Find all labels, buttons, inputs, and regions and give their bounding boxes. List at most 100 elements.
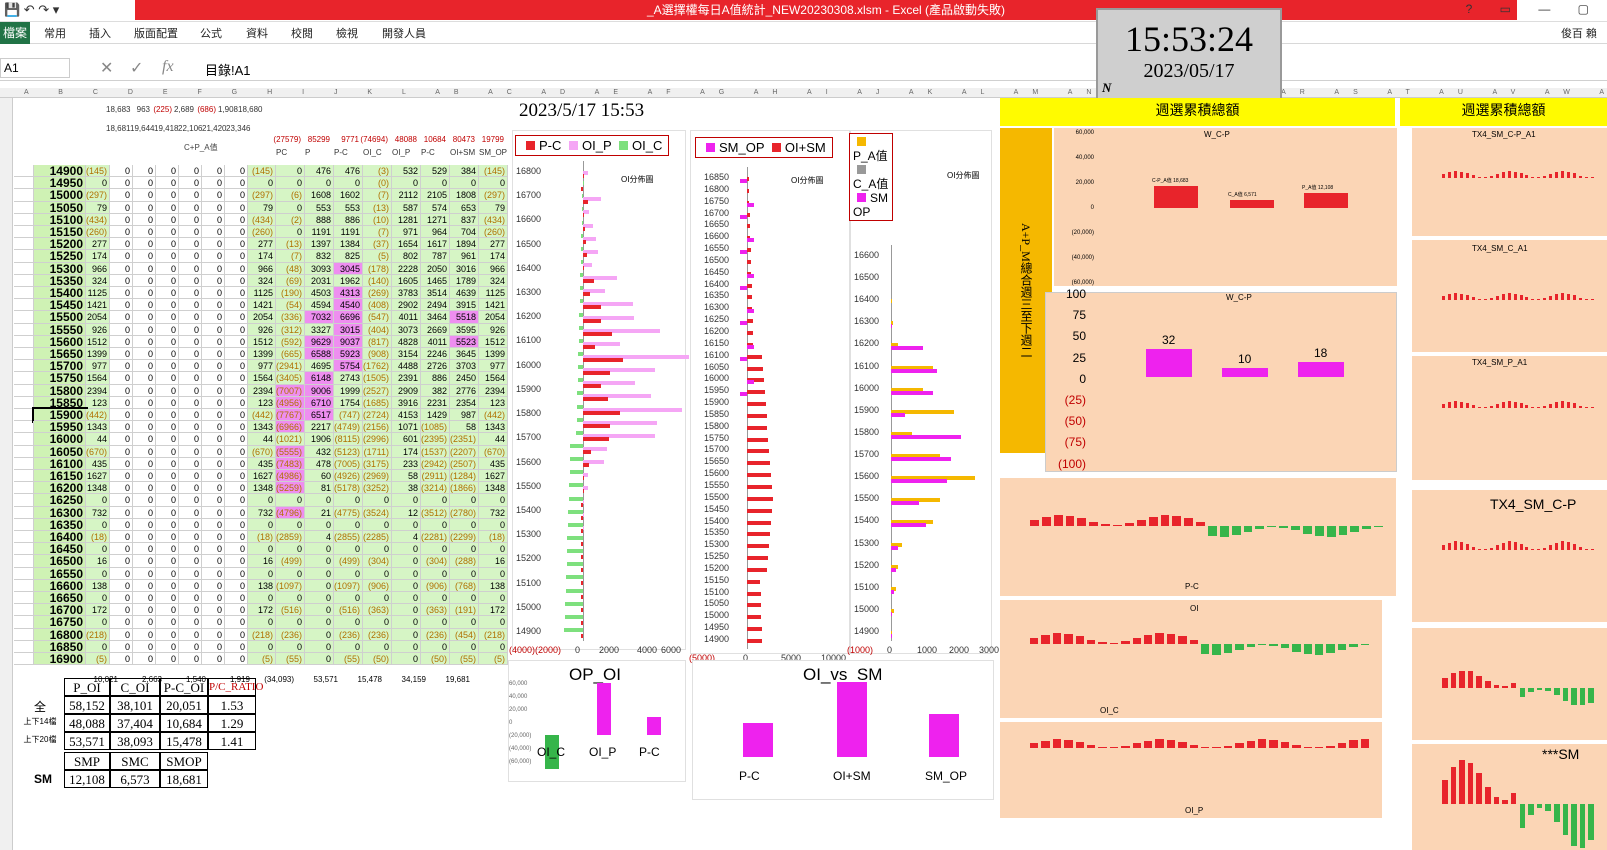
oi-cell[interactable]: 0	[421, 616, 450, 629]
oi-cell[interactable]: 1627	[479, 470, 508, 483]
oi-cell[interactable]: (5)	[363, 250, 392, 263]
cell-zero[interactable]: 0	[225, 396, 248, 409]
a-value[interactable]: (297)	[86, 189, 110, 202]
cell-zero[interactable]: 0	[110, 543, 133, 556]
oi-cell[interactable]: 732	[479, 506, 508, 519]
a-value[interactable]: 1125	[86, 287, 110, 300]
strike-price[interactable]: 16400	[34, 531, 86, 544]
oi-cell[interactable]: 532	[392, 165, 421, 178]
oi-cell[interactable]: 0	[276, 177, 305, 190]
oi-cell[interactable]: (336)	[276, 311, 305, 324]
a-value-total[interactable]: (297)	[248, 189, 276, 202]
oi-cell[interactable]: 384	[450, 165, 479, 178]
cell-zero[interactable]: 0	[202, 274, 225, 287]
oi-cell[interactable]: (55)	[334, 653, 363, 666]
oi-cell[interactable]: (10)	[363, 213, 392, 226]
oi-cell[interactable]: 0	[392, 543, 421, 556]
oi-cell[interactable]: 0	[392, 518, 421, 531]
oi-cell[interactable]: (3214)	[421, 482, 450, 495]
oi-cell[interactable]: (516)	[334, 604, 363, 617]
oi-cell[interactable]: 435	[479, 457, 508, 470]
cell-zero[interactable]: 0	[179, 396, 202, 409]
oi-cell[interactable]: 3703	[450, 360, 479, 373]
oi-cell[interactable]: 1348	[479, 482, 508, 495]
cell-zero[interactable]: 0	[225, 189, 248, 202]
oi-cell[interactable]: 0	[276, 640, 305, 653]
cell-zero[interactable]: 0	[110, 518, 133, 531]
strike-price[interactable]: 15850	[34, 396, 86, 409]
oi-cell[interactable]: 0	[479, 640, 508, 653]
oi-cell[interactable]: 704	[450, 226, 479, 239]
oi-cell[interactable]: 0	[305, 518, 334, 531]
oi-cell[interactable]: 0	[392, 628, 421, 641]
cell-zero[interactable]: 0	[156, 177, 179, 190]
cell-zero[interactable]: 0	[225, 311, 248, 324]
oi-cell[interactable]: (55)	[276, 653, 305, 666]
cell-zero[interactable]: 0	[179, 555, 202, 568]
mini-chart-oi[interactable]: OI OI_C	[1000, 600, 1382, 718]
a-value-total[interactable]: 324	[248, 274, 276, 287]
row-index-cell[interactable]	[14, 640, 34, 653]
cell-zero[interactable]: 0	[225, 616, 248, 629]
cell-zero[interactable]: 0	[179, 653, 202, 666]
cell-zero[interactable]: 0	[156, 189, 179, 202]
cell-zero[interactable]: 0	[156, 299, 179, 312]
cell-zero[interactable]: 0	[133, 653, 156, 666]
strike-price[interactable]: 16150	[34, 470, 86, 483]
a-value[interactable]: 0	[86, 616, 110, 629]
cell-zero[interactable]: 0	[156, 213, 179, 226]
cell-zero[interactable]: 0	[156, 323, 179, 336]
cell-zero[interactable]: 0	[225, 470, 248, 483]
mini-chart-oip[interactable]: OI_P	[1000, 722, 1382, 818]
oi-cell[interactable]: (55)	[450, 653, 479, 666]
cell-zero[interactable]: 0	[133, 287, 156, 300]
a-value[interactable]: 2394	[86, 384, 110, 397]
oi-cell[interactable]: (304)	[421, 555, 450, 568]
oi-cell[interactable]: 0	[421, 640, 450, 653]
cell-zero[interactable]: 0	[202, 262, 225, 275]
cell-zero[interactable]: 0	[133, 201, 156, 214]
cell-zero[interactable]: 0	[156, 518, 179, 531]
cell-zero[interactable]: 0	[110, 274, 133, 287]
cell-zero[interactable]: 0	[110, 177, 133, 190]
cell-zero[interactable]: 0	[110, 299, 133, 312]
oi-cell[interactable]: (288)	[450, 555, 479, 568]
cell-zero[interactable]: 0	[202, 323, 225, 336]
oi-cell[interactable]: (297)	[479, 189, 508, 202]
oi-cell[interactable]: 6517	[305, 409, 334, 422]
cell-zero[interactable]: 0	[133, 409, 156, 422]
strike-price[interactable]: 16600	[34, 579, 86, 592]
cell-zero[interactable]: 0	[179, 311, 202, 324]
oi-cell[interactable]: 382	[421, 384, 450, 397]
oi-cell[interactable]: 4011	[421, 335, 450, 348]
oi-cell[interactable]: 1564	[479, 372, 508, 385]
row-index-cell[interactable]	[14, 421, 34, 434]
oi-cell[interactable]: 4	[305, 531, 334, 544]
oi-cell[interactable]: 0	[363, 592, 392, 605]
table-cell[interactable]: 48,088	[64, 714, 110, 732]
row-index-cell[interactable]	[14, 409, 34, 422]
a-value-total[interactable]: 172	[248, 604, 276, 617]
cell-zero[interactable]: 0	[133, 226, 156, 239]
cell-zero[interactable]: 0	[133, 335, 156, 348]
cell-zero[interactable]: 0	[110, 311, 133, 324]
oi-cell[interactable]: 0	[392, 579, 421, 592]
cell-zero[interactable]: 0	[110, 506, 133, 519]
a-value[interactable]: 0	[86, 543, 110, 556]
cell-zero[interactable]: 0	[225, 201, 248, 214]
cell-zero[interactable]: 0	[202, 628, 225, 641]
oi-cell[interactable]: 0	[450, 640, 479, 653]
cell-zero[interactable]: 0	[133, 323, 156, 336]
oi-cell[interactable]: (2941)	[276, 360, 305, 373]
cell-zero[interactable]: 0	[225, 323, 248, 336]
oi-cell[interactable]: 553	[334, 201, 363, 214]
cell-zero[interactable]: 0	[110, 653, 133, 666]
row-index-cell[interactable]	[14, 457, 34, 470]
oi-cell[interactable]: 587	[392, 201, 421, 214]
oi-cell[interactable]: 961	[450, 250, 479, 263]
a-value-total[interactable]: 174	[248, 250, 276, 263]
oi-cell[interactable]: 6696	[334, 311, 363, 324]
cell-zero[interactable]: 0	[133, 421, 156, 434]
oi-cell[interactable]: 2909	[392, 384, 421, 397]
tab-insert[interactable]: 插入	[89, 28, 111, 40]
